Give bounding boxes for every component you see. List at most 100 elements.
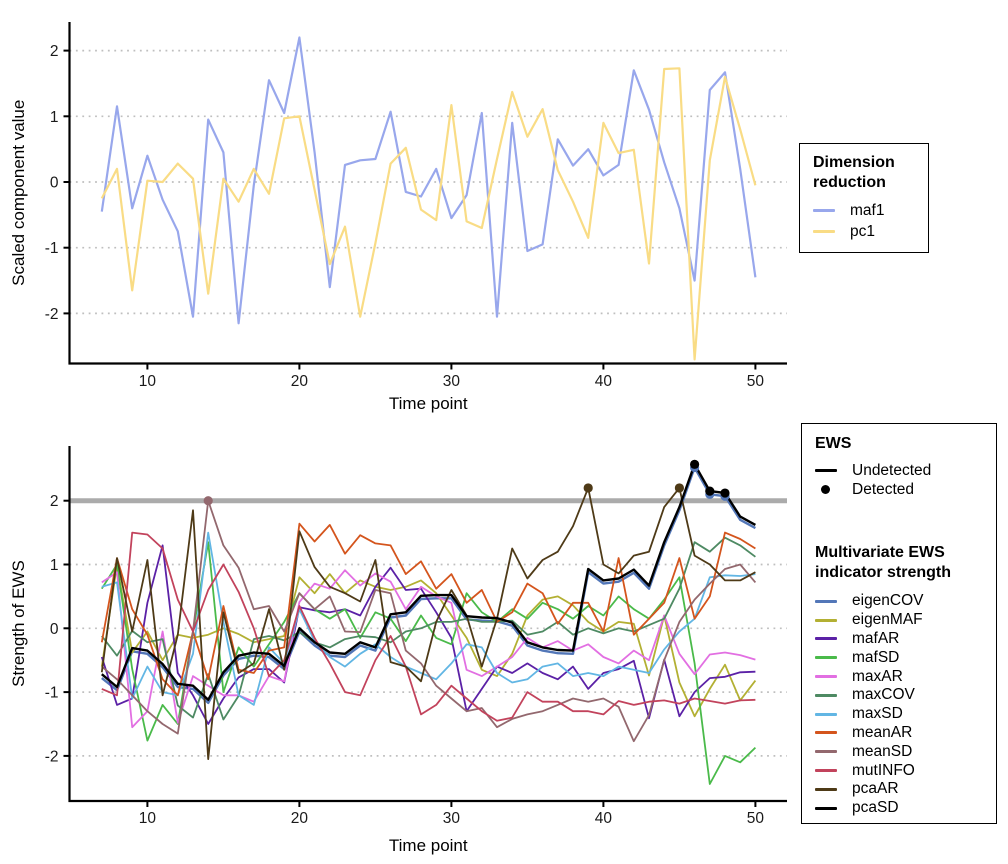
legend-ews: EWS Undetected Detected Multivariate EWS… xyxy=(801,423,997,824)
eigenCOV-swatch-icon xyxy=(815,599,841,603)
pcaSD-swatch-icon xyxy=(815,806,841,810)
legend-label-mafSD: mafSD xyxy=(852,648,900,666)
series-line-maf1 xyxy=(100,36,757,325)
y-tick-label: -2 xyxy=(45,306,59,323)
meanAR-swatch-icon xyxy=(815,731,841,735)
detected-point-pcaSD xyxy=(720,488,730,498)
maxSD-swatch-icon xyxy=(815,712,841,716)
y-tick-label: 0 xyxy=(50,621,59,638)
legend-label-maxAR: maxAR xyxy=(852,667,903,685)
meanSD-swatch-icon xyxy=(815,750,841,754)
x-tick-label: 10 xyxy=(139,373,157,390)
y-tick-label: -1 xyxy=(45,240,59,257)
x-axis-title: Time point xyxy=(389,836,468,855)
pc1-swatch-icon xyxy=(813,230,839,233)
series-line-mutINFO xyxy=(101,531,756,722)
series-line-eigenCOV xyxy=(101,466,756,705)
y-tick-label: 2 xyxy=(50,43,59,60)
x-tick-label: 50 xyxy=(747,810,765,827)
x-tick-label: 30 xyxy=(443,373,461,390)
legend-item-pc1: pc1 xyxy=(813,221,922,242)
y-axis-title: Scaled component value xyxy=(9,100,28,286)
y-tick-label: -1 xyxy=(45,685,59,702)
detected-point-pcaAR xyxy=(674,483,685,493)
detected-dot-icon xyxy=(815,485,841,494)
legend-label-pcaAR: pcaAR xyxy=(852,780,899,798)
maf1-swatch-icon xyxy=(813,209,839,212)
x-tick-label: 40 xyxy=(595,810,613,827)
y-axis-title: Strength of EWS xyxy=(9,560,28,687)
legend-label-maxSD: maxSD xyxy=(852,705,903,723)
legend-label-pcaSD: pcaSD xyxy=(852,799,899,817)
series-line-meanAR xyxy=(100,522,756,697)
legend-items-multivariate-ews: eigenCOV eigenMAF mafAR mafSD maxAR maxCOV max… xyxy=(815,592,992,818)
legend-item-pcaSD: pcaSD xyxy=(815,799,992,818)
maxCOV-swatch-icon xyxy=(815,693,841,697)
series-line-maxAR xyxy=(101,569,756,729)
series-line-maxCOV xyxy=(101,536,756,721)
legend-item-eigenMAF: eigenMAF xyxy=(815,611,992,630)
mafAR-swatch-icon xyxy=(815,637,841,641)
detected-point-pcaSD xyxy=(705,486,715,496)
mutINFO-swatch-icon xyxy=(815,769,841,773)
legend-label-maf1: maf1 xyxy=(850,201,885,219)
legend-items-dimension-reduction: maf1 pc1 xyxy=(813,200,922,242)
legend-item-mutINFO: mutINFO xyxy=(815,761,992,780)
y-tick-label: -2 xyxy=(45,748,59,765)
series-line-meanSD xyxy=(101,499,757,743)
series-line-mafAR xyxy=(100,544,756,725)
legend-item-mafSD: mafSD xyxy=(815,648,992,667)
x-tick-label: 30 xyxy=(443,810,461,827)
legend-title-dimension-reduction: Dimension reduction xyxy=(813,154,895,191)
detected-point-pcaAR xyxy=(583,483,593,493)
y-tick-label: 1 xyxy=(50,109,59,126)
maxAR-swatch-icon xyxy=(815,675,841,679)
eigenMAF-swatch-icon xyxy=(815,618,841,622)
legend-label-mutINFO: mutINFO xyxy=(852,761,915,779)
legend-item-maxCOV: maxCOV xyxy=(815,686,992,705)
pcaAR-swatch-icon xyxy=(815,787,841,791)
legend-item-mafAR: mafAR xyxy=(815,630,992,649)
undetected-line-icon xyxy=(815,469,841,472)
x-tick-label: 40 xyxy=(595,373,613,390)
detected-point-meanSD xyxy=(203,496,213,506)
x-tick-label: 50 xyxy=(747,373,765,390)
mafSD-swatch-icon xyxy=(815,656,841,660)
x-tick-label: 20 xyxy=(291,373,309,390)
legend-label-eigenCOV: eigenCOV xyxy=(852,592,924,610)
legend-label-meanSD: meanSD xyxy=(852,742,913,760)
x-tick-label: 20 xyxy=(291,810,309,827)
detected-point-pcaSD xyxy=(690,459,700,469)
legend-item-pcaAR: pcaAR xyxy=(815,780,992,799)
y-tick-label: 1 xyxy=(50,557,59,574)
legend-item-undetected: Undetected xyxy=(815,461,992,480)
series-line-pcaSD xyxy=(101,463,756,701)
legend-item-maf1: maf1 xyxy=(813,200,922,221)
legend-item-maxSD: maxSD xyxy=(815,705,992,724)
legend-item-meanAR: meanAR xyxy=(815,724,992,743)
series-line-pc1 xyxy=(100,67,757,361)
legend-title-ews: EWS xyxy=(815,435,852,452)
legend-item-detected: Detected xyxy=(815,480,992,499)
series-line-eigenMAF xyxy=(100,563,757,718)
legend-label-pc1: pc1 xyxy=(850,222,875,240)
legend-item-maxAR: maxAR xyxy=(815,667,992,686)
legend-title-multivariate-ews: Multivariate EWS indicator strength xyxy=(815,544,952,581)
legend-label-mafAR: mafAR xyxy=(852,629,900,647)
legend-items-ews: Undetected Detected xyxy=(815,461,992,499)
legend-label-meanAR: meanAR xyxy=(852,723,913,741)
x-tick-label: 10 xyxy=(139,810,157,827)
legend-dimension-reduction: Dimension reduction maf1 pc1 xyxy=(799,143,929,253)
legend-item-eigenCOV: eigenCOV xyxy=(815,592,992,611)
legend-label-maxCOV: maxCOV xyxy=(852,686,915,704)
series-line-pcaAR xyxy=(100,486,756,760)
x-axis-title: Time point xyxy=(389,394,468,413)
series-line-maxSD xyxy=(101,531,756,706)
y-tick-label: 2 xyxy=(50,493,59,510)
